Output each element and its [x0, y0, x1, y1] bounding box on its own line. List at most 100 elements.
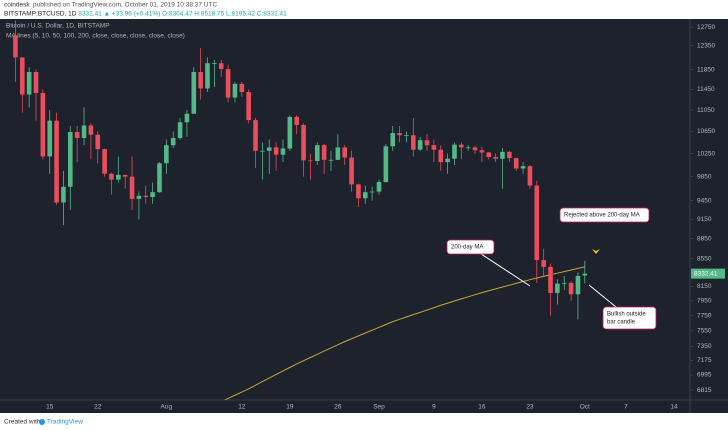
- footer-logo: [39, 419, 45, 425]
- candle-body: [383, 146, 389, 182]
- price-tag-label: 8332.41: [694, 270, 718, 277]
- candle-body: [582, 273, 588, 276]
- candle-body: [520, 166, 526, 169]
- callout-text: Bullish outside: [607, 312, 646, 318]
- candle-body: [47, 120, 53, 157]
- candle-body: [26, 71, 32, 95]
- candle-body: [129, 176, 135, 199]
- candle-body: [349, 157, 354, 185]
- candle-body: [150, 192, 155, 198]
- candle-body: [500, 151, 505, 159]
- candle-body: [74, 131, 80, 138]
- candle-body: [417, 140, 423, 150]
- candle-body: [301, 124, 306, 161]
- candle-body: [122, 174, 128, 177]
- y-tick-label: 7350: [697, 343, 712, 350]
- candle-body: [280, 148, 286, 155]
- y-tick-label: 11850: [697, 66, 715, 73]
- candle-body: [362, 192, 368, 199]
- callout-text: bar candle: [607, 320, 636, 326]
- candle-body: [445, 158, 450, 163]
- callout-box: [446, 239, 495, 255]
- candle-body: [465, 147, 471, 149]
- callout-box: [559, 207, 650, 223]
- ohlc: O:8304.47 H:8518.75 L:8195.42 C:8332.41: [162, 10, 287, 17]
- x-tick-label: 12: [238, 404, 246, 411]
- candle-body: [452, 144, 457, 159]
- y-tick-label: 7550: [697, 328, 712, 335]
- candle-body: [294, 116, 299, 125]
- candle-body: [136, 195, 142, 199]
- y-tick-label: 11450: [697, 86, 715, 93]
- published: published on TradingView.com, October 01…: [33, 2, 217, 9]
- symbol-line: BITSTAMP:BTCUSD, 1D 8332.41 ▲ +33.96 (+0…: [4, 10, 287, 17]
- candle-body: [212, 63, 217, 65]
- y-tick-label: 9150: [697, 216, 712, 223]
- last-price: 8332.41: [78, 10, 102, 17]
- footer-text: Created with: [4, 419, 41, 426]
- y-tick-label: 8550: [697, 255, 712, 262]
- candle-body: [177, 122, 183, 138]
- moving-average: [223, 266, 585, 400]
- candle-body: [164, 145, 169, 164]
- candle-body: [472, 147, 478, 151]
- chart-title: Bitcoin / U.S. Dollar, 1D, BITSTAMP: [6, 23, 110, 30]
- candle-body: [328, 159, 334, 161]
- candle-body: [157, 163, 162, 193]
- candle-body: [61, 186, 66, 203]
- candle-body: [191, 71, 197, 114]
- x-tick-label: 19: [286, 404, 294, 411]
- candle-body: [308, 160, 313, 162]
- plot-area: [13, 20, 588, 400]
- candle-body: [486, 152, 492, 158]
- candle-body: [232, 83, 238, 98]
- candle-body: [431, 145, 437, 150]
- candle-body: [33, 71, 39, 94]
- y-tick-label: 7950: [697, 298, 712, 305]
- candle-body: [198, 71, 203, 89]
- x-tick-label: 15: [46, 404, 54, 411]
- change: ▲ +33.96 (+0.41%): [104, 10, 161, 17]
- candle-body: [397, 133, 402, 136]
- author[interactable]: coindesk: [4, 2, 30, 9]
- candle-body: [411, 135, 416, 150]
- candle-body: [88, 125, 94, 135]
- x-tick-label: 7: [624, 404, 628, 411]
- footer-brand[interactable]: TradingView: [47, 419, 83, 426]
- y-tick-label: 7750: [697, 312, 712, 319]
- candle-body: [527, 166, 533, 186]
- candle-body: [541, 260, 546, 267]
- symbol: BITSTAMP:BTCUSD, 1D: [4, 10, 77, 17]
- candle-body: [102, 149, 107, 174]
- candle-body: [335, 147, 341, 160]
- candle-body: [424, 140, 430, 146]
- callout-text: 200-day MA: [451, 245, 483, 251]
- candle-body: [390, 133, 396, 147]
- x-tick-label: 22: [94, 404, 102, 411]
- candle-body: [575, 275, 581, 295]
- y-tick-label: 8850: [697, 235, 712, 242]
- candle-body: [507, 151, 512, 159]
- candle-body: [321, 145, 327, 160]
- x-tick-label: Aug: [161, 404, 173, 411]
- x-tick-label: Sep: [373, 404, 385, 411]
- candle-body: [342, 147, 348, 158]
- x-tick-label: 9: [432, 404, 436, 411]
- y-tick-label: 9450: [697, 197, 712, 204]
- candle-body: [266, 147, 272, 151]
- candle-body: [555, 283, 560, 293]
- y-tick-label: 11050: [697, 107, 715, 114]
- x-tick-label: 16: [478, 404, 486, 411]
- candle-body: [116, 174, 121, 180]
- candle-body: [548, 266, 553, 293]
- candle-body: [54, 120, 59, 203]
- y-tick-label: 8150: [697, 283, 712, 290]
- candle-body: [314, 145, 320, 162]
- candle-body: [19, 57, 25, 95]
- candle-body: [81, 125, 87, 138]
- y-tick-label: 12750: [697, 24, 715, 31]
- candle-body: [534, 185, 540, 261]
- candle-body: [109, 173, 114, 180]
- callout-box: [602, 306, 657, 330]
